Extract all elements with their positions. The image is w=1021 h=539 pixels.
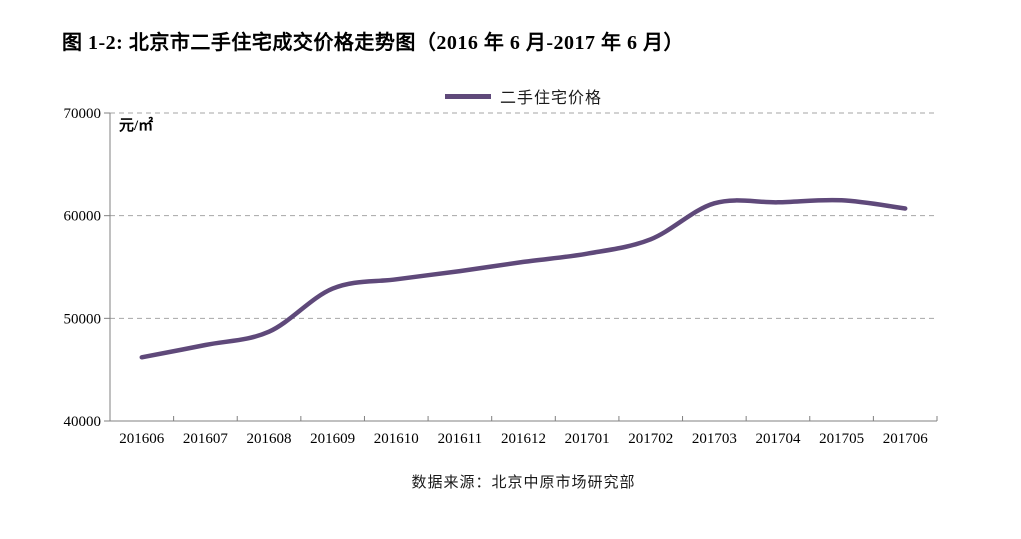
chart-title: 图 1-2: 北京市二手住宅成交价格走势图（2016 年 6 月-2017 年 … [62, 32, 684, 54]
svg-text:201706: 201706 [883, 431, 929, 447]
svg-text:201611: 201611 [438, 431, 482, 447]
svg-text:201705: 201705 [819, 431, 864, 447]
svg-text:201704: 201704 [755, 431, 801, 447]
svg-text:201606: 201606 [119, 431, 165, 447]
legend-label: 二手住宅价格 [499, 90, 602, 107]
svg-text:40000: 40000 [64, 414, 102, 430]
svg-text:201609: 201609 [310, 431, 355, 447]
svg-text:50000: 50000 [64, 311, 102, 327]
svg-text:201612: 201612 [501, 431, 546, 447]
svg-text:201702: 201702 [628, 431, 673, 447]
svg-text:201701: 201701 [565, 431, 610, 447]
data-source-note: 数据来源：北京中原市场研究部 [411, 475, 636, 491]
svg-text:201703: 201703 [692, 431, 737, 447]
svg-text:70000: 70000 [64, 106, 102, 122]
svg-text:201608: 201608 [247, 431, 292, 447]
legend-line-swatch-icon [444, 93, 491, 99]
svg-text:201610: 201610 [374, 431, 419, 447]
svg-text:201607: 201607 [183, 431, 229, 447]
y-axis-unit-label: 元/㎡ [119, 118, 154, 134]
svg-text:60000: 60000 [64, 209, 102, 225]
legend: 二手住宅价格 [110, 84, 937, 108]
